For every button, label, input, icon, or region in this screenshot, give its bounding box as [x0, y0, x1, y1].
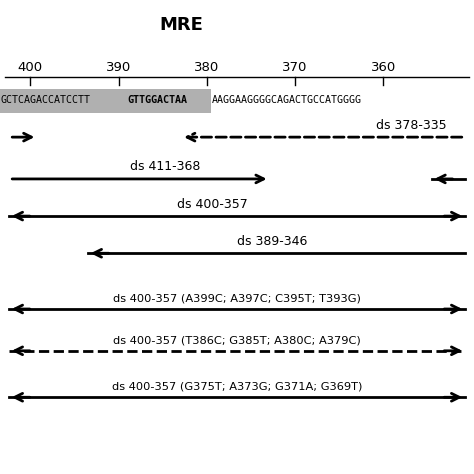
- Text: 390: 390: [106, 62, 131, 74]
- Text: ds 378-335: ds 378-335: [376, 118, 447, 132]
- Text: 400: 400: [18, 62, 43, 74]
- Text: ds 400-357: ds 400-357: [177, 198, 247, 210]
- Text: GTTGGACTAA: GTTGGACTAA: [127, 95, 187, 105]
- Text: AAGGAAGGGGCAGACTGCCATGGGG: AAGGAAGGGGCAGACTGCCATGGGG: [211, 95, 362, 105]
- Text: MRE: MRE: [159, 17, 203, 34]
- Text: ds 400-357 (G375T; A373G; G371A; G369T): ds 400-357 (G375T; A373G; G371A; G369T): [112, 382, 362, 392]
- Text: ds 389-346: ds 389-346: [237, 235, 307, 248]
- Text: ds 411-368: ds 411-368: [130, 160, 201, 173]
- Text: GCTCAGACCATCCTT: GCTCAGACCATCCTT: [0, 95, 90, 105]
- Text: 380: 380: [194, 62, 219, 74]
- Text: 360: 360: [371, 62, 396, 74]
- Bar: [0, 89, 211, 113]
- Text: ds 400-357 (T386C; G385T; A380C; A379C): ds 400-357 (T386C; G385T; A380C; A379C): [113, 335, 361, 345]
- Text: ds 400-357 (A399C; A397C; C395T; T393G): ds 400-357 (A399C; A397C; C395T; T393G): [113, 293, 361, 303]
- Text: 370: 370: [283, 62, 308, 74]
